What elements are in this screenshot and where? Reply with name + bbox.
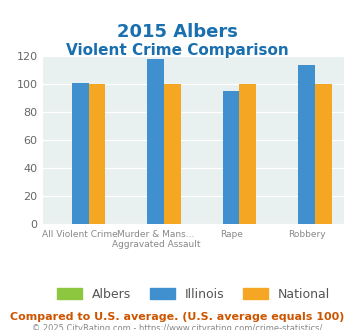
Bar xyxy=(164,84,181,224)
Bar xyxy=(89,84,105,224)
Text: © 2025 CityRating.com - https://www.cityrating.com/crime-statistics/: © 2025 CityRating.com - https://www.city… xyxy=(32,324,323,330)
Bar xyxy=(298,65,315,224)
Bar xyxy=(72,83,89,224)
Text: Violent Crime Comparison: Violent Crime Comparison xyxy=(66,43,289,58)
Bar xyxy=(223,91,240,224)
Bar xyxy=(240,84,256,224)
Text: 2015 Albers: 2015 Albers xyxy=(117,23,238,41)
Bar xyxy=(147,59,164,224)
Legend: Albers, Illinois, National: Albers, Illinois, National xyxy=(52,283,335,306)
Text: Compared to U.S. average. (U.S. average equals 100): Compared to U.S. average. (U.S. average … xyxy=(10,312,345,322)
Bar xyxy=(315,84,332,224)
